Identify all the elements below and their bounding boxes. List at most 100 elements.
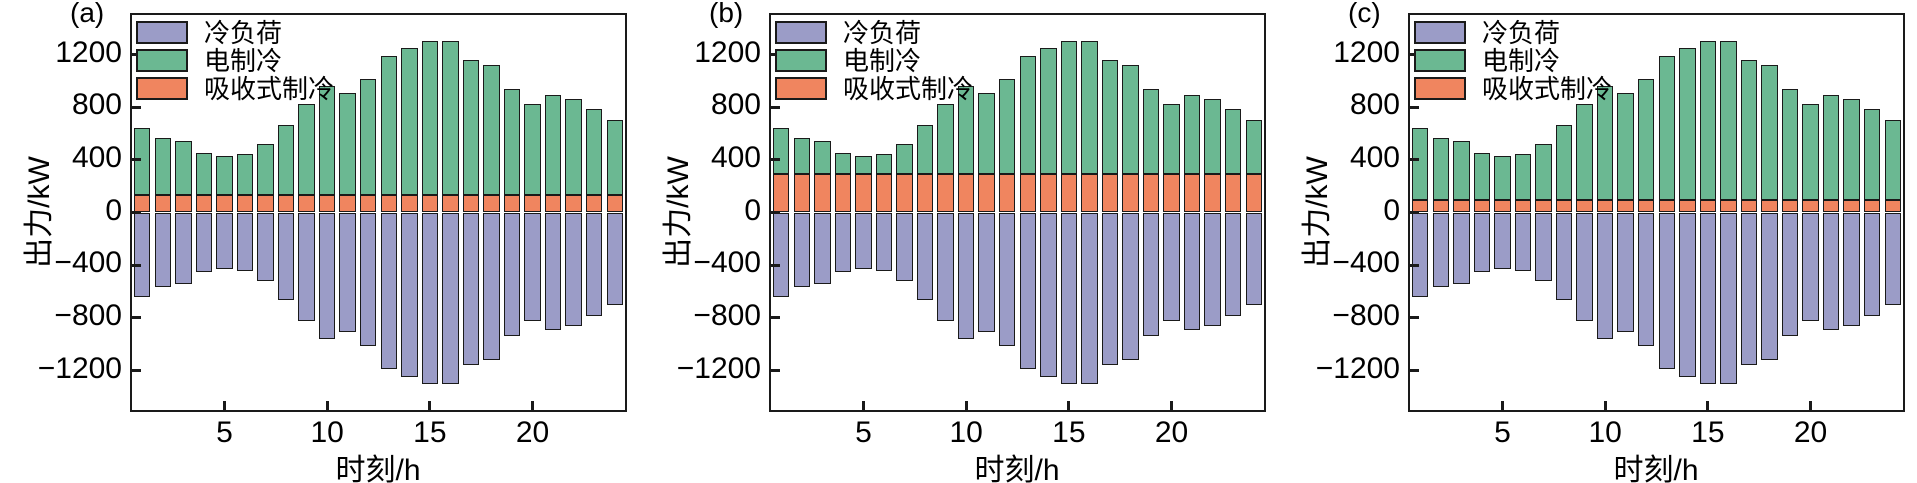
bar-segment-cooling-load: [814, 212, 831, 285]
bar-segment-cooling-load: [175, 212, 192, 285]
bar-segment-absorption-cooling: [1822, 199, 1840, 213]
bar-segment-electric-cooling: [339, 93, 356, 196]
legend-item-absorption-cooling: 吸收式制冷: [136, 76, 334, 102]
bar-segment-absorption-cooling: [380, 195, 397, 213]
bar-segment-cooling-load: [503, 212, 521, 336]
x-tick-label: 15: [413, 416, 447, 449]
y-tick-label: 800: [1349, 88, 1400, 122]
x-tick-label: 10: [1588, 416, 1622, 449]
bar-segment-electric-cooling: [916, 124, 934, 175]
y-tick-label: 1200: [55, 35, 122, 69]
legend-item-cooling-load: 冷负荷: [1414, 17, 1612, 48]
bar-segment-absorption-cooling: [1761, 199, 1778, 213]
bar-segment-cooling-load: [1555, 212, 1573, 301]
bar-segment-absorption-cooling: [298, 195, 315, 213]
x-tick-label: 15: [1052, 416, 1086, 449]
bar-segment-absorption-cooling: [957, 174, 975, 213]
bar-segment-cooling-load: [134, 212, 151, 297]
bar-segment-electric-cooling: [360, 78, 377, 196]
bar-segment-cooling-load: [916, 212, 934, 301]
bar-segment-absorption-cooling: [1453, 199, 1470, 213]
bar-segment-electric-cooling: [1245, 119, 1262, 175]
bar-segment-cooling-load: [565, 212, 582, 326]
bar-segment-cooling-load: [999, 212, 1016, 347]
bar-segment-absorption-cooling: [1473, 199, 1491, 213]
bar-segment-absorption-cooling: [1740, 199, 1758, 213]
x-tick-label: 10: [310, 416, 344, 449]
bar-segment-cooling-load: [401, 212, 418, 378]
bar-segment-electric-cooling: [1412, 128, 1429, 200]
bar-segment-absorption-cooling: [1019, 174, 1036, 213]
bar-segment-electric-cooling: [1802, 103, 1819, 200]
y-tick-label: 400: [71, 140, 122, 174]
bar-segment-cooling-load: [1163, 212, 1180, 322]
bar-segment-electric-cooling: [1822, 95, 1840, 200]
bar-segment-electric-cooling: [1494, 155, 1511, 200]
bar-segment-electric-cooling: [1699, 41, 1717, 200]
bar-segment-cooling-load: [1740, 212, 1758, 366]
legend: 冷负荷 电制冷 吸收式制冷: [136, 17, 334, 105]
bar-segment-cooling-load: [1535, 212, 1552, 281]
bar-segment-cooling-load: [442, 212, 459, 384]
legend-label-absorption-cooling: 吸收式制冷: [1482, 73, 1613, 104]
bar-segment-electric-cooling: [1617, 93, 1634, 200]
y-tick-mark: [1410, 158, 1419, 162]
bar-segment-electric-cooling: [318, 86, 336, 196]
bar-segment-absorption-cooling: [483, 195, 500, 213]
bar-segment-electric-cooling: [1142, 89, 1160, 175]
bar-segment-cooling-load: [1699, 212, 1717, 384]
bar-segment-electric-cooling: [999, 78, 1016, 175]
bar-segment-cooling-load: [298, 212, 315, 322]
bar-segment-cooling-load: [1822, 212, 1840, 330]
y-tick-label: 400: [710, 140, 761, 174]
bar-segment-absorption-cooling: [401, 195, 418, 213]
x-tick-mark: [428, 401, 432, 410]
panel-label-b: (b): [709, 0, 744, 28]
bar-segment-electric-cooling: [1781, 89, 1799, 200]
bar-segment-absorption-cooling: [834, 174, 852, 213]
y-tick-label: −800: [693, 298, 761, 332]
bar-segment-cooling-load: [1658, 212, 1675, 370]
legend-item-absorption-cooling: 吸收式制冷: [775, 76, 973, 102]
bar-segment-absorption-cooling: [1699, 199, 1717, 213]
bar-segment-absorption-cooling: [1514, 199, 1532, 213]
legend: 冷负荷 电制冷 吸收式制冷: [1414, 17, 1613, 105]
bar-segment-absorption-cooling: [1658, 199, 1675, 213]
bar-segment-electric-cooling: [1679, 47, 1696, 200]
bar-segment-absorption-cooling: [154, 195, 172, 213]
bar-segment-electric-cooling: [855, 155, 872, 175]
bar-segment-absorption-cooling: [1122, 174, 1139, 213]
bar-segment-absorption-cooling: [1412, 199, 1429, 213]
y-tick-mark: [132, 369, 141, 372]
bar-segment-absorption-cooling: [1432, 199, 1450, 213]
y-tick-mark: [1410, 369, 1419, 372]
bar-segment-cooling-load: [1843, 212, 1860, 326]
legend-label-cooling-load: 冷负荷: [204, 17, 283, 48]
bar-segment-electric-cooling: [257, 144, 274, 196]
bar-segment-cooling-load: [875, 212, 893, 272]
bar-segment-absorption-cooling: [524, 195, 541, 213]
y-tick-label: 800: [71, 88, 122, 122]
bar-segment-electric-cooling: [483, 65, 500, 196]
x-tick-label: 10: [949, 416, 983, 449]
bar-segment-cooling-load: [154, 212, 172, 287]
panel-c: (c) 出力/kW 冷负荷 电制冷 吸收式制冷 时刻/h 1200 800 400 0…: [1278, 0, 1917, 483]
legend-label-cooling-load: 冷负荷: [843, 17, 922, 48]
legend-swatch-electric-cooling: [775, 49, 827, 72]
y-tick-mark: [132, 211, 141, 214]
bar-segment-absorption-cooling: [585, 195, 603, 213]
plot-area: 冷负荷 电制冷 吸收式制冷: [130, 13, 627, 412]
legend-swatch-absorption-cooling: [136, 77, 188, 100]
bar-segment-cooling-load: [1596, 212, 1614, 339]
legend-swatch-cooling-load: [1414, 21, 1466, 44]
y-tick-mark: [1410, 105, 1419, 109]
bar-segment-electric-cooling: [154, 138, 172, 196]
bar-segment-cooling-load: [1802, 212, 1819, 322]
legend-swatch-electric-cooling: [136, 49, 188, 72]
legend-label-cooling-load: 冷负荷: [1482, 17, 1561, 48]
bar-segment-cooling-load: [462, 212, 480, 366]
y-tick-label: 400: [1349, 140, 1400, 174]
bar-segment-cooling-load: [277, 212, 295, 301]
x-tick-mark: [325, 401, 329, 410]
